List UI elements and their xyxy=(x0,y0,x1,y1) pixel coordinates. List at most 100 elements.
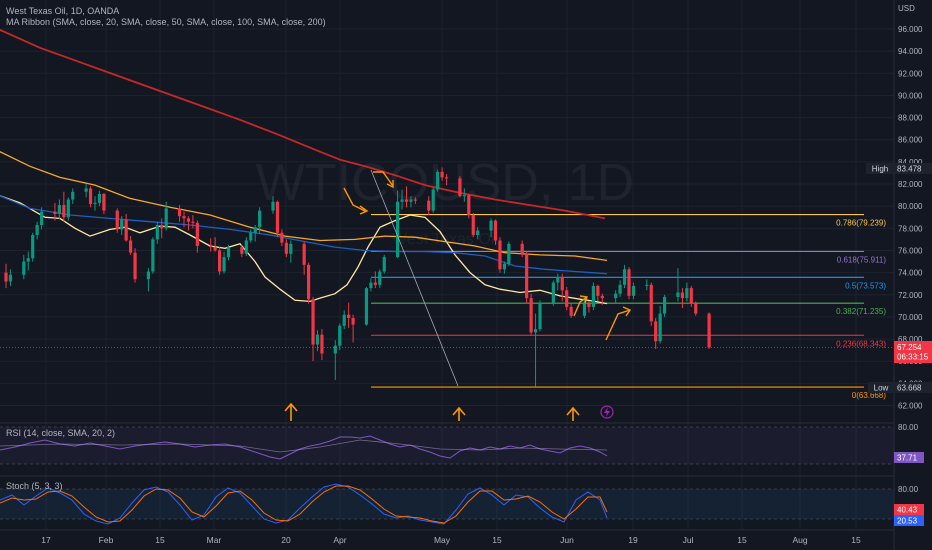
candle xyxy=(244,237,248,257)
fib-level-label: 0.618(75.911) xyxy=(837,255,887,264)
ma-line-200 xyxy=(0,28,606,220)
candle xyxy=(631,282,636,300)
candle xyxy=(627,267,631,300)
candle-body xyxy=(249,232,253,241)
candle xyxy=(271,196,275,214)
trend-line xyxy=(370,169,459,387)
candle-body xyxy=(22,261,26,275)
candle xyxy=(525,251,529,304)
price-tick-label: 96.000 xyxy=(898,25,923,34)
candle xyxy=(71,188,75,204)
candle-body xyxy=(218,250,222,272)
price-tick-label: 74.000 xyxy=(898,269,923,278)
candle-body xyxy=(71,191,75,200)
candle-body xyxy=(258,210,262,228)
candle-body xyxy=(525,253,529,299)
arrow-drawing-projection xyxy=(605,309,631,341)
candle xyxy=(614,290,618,304)
stoch-legend[interactable]: Stoch (5, 3, 3) xyxy=(6,481,63,491)
price-tick-label: 84.000 xyxy=(898,158,923,167)
ribbon-legend[interactable]: MA Ribbon (SMA, close, 20, SMA, close, 5… xyxy=(6,17,326,27)
candle-body xyxy=(600,295,604,299)
candle-body xyxy=(502,263,506,270)
candle-body xyxy=(538,302,542,330)
candle-body xyxy=(240,247,244,254)
high-value-box xyxy=(894,163,932,174)
candle-body xyxy=(427,200,431,211)
candle xyxy=(226,244,231,261)
candle-body xyxy=(155,225,159,240)
candle-body xyxy=(618,284,622,294)
rsi-band xyxy=(0,427,894,464)
time-tick-label: 15 xyxy=(851,535,861,545)
symbol-legend[interactable]: West Texas Oil, 1D, OANDA xyxy=(6,6,120,16)
candle-body xyxy=(676,292,680,297)
price-tick-label: 80.000 xyxy=(898,202,923,211)
candle-body xyxy=(347,314,351,319)
candle xyxy=(338,323,342,351)
candle-body xyxy=(284,242,288,254)
candle-body xyxy=(186,218,191,222)
candle xyxy=(31,232,35,262)
candle xyxy=(66,197,70,221)
candle-body xyxy=(663,296,667,314)
candle-body xyxy=(431,189,435,211)
candle-body xyxy=(53,211,57,214)
candle-body xyxy=(35,225,39,235)
price-tick-label: 90.000 xyxy=(898,91,923,100)
arrow-head xyxy=(579,295,588,304)
price-tick-label: 72.000 xyxy=(898,291,923,300)
candle xyxy=(676,268,680,302)
candle xyxy=(240,244,244,258)
time-tick-label: 17 xyxy=(41,535,51,545)
rsi-pane xyxy=(0,426,894,465)
candle xyxy=(694,301,698,316)
candle-body xyxy=(177,208,182,217)
candle xyxy=(35,221,39,240)
candle xyxy=(213,237,217,252)
price-axis[interactable]: USD 96.000 94.000 92.000 90.000 88.000 86.000… xyxy=(893,0,932,550)
lightning-icon xyxy=(600,405,614,419)
time-tick-label: 15 xyxy=(155,535,165,545)
time-tick-label: 20 xyxy=(281,535,291,545)
candle xyxy=(551,280,555,306)
candle-body xyxy=(97,193,102,203)
candle-body xyxy=(551,282,555,303)
fib-retracement[interactable]: 0.786(79.239) 0.618(75.911) 0.5(73.573) 0.3… xyxy=(371,214,887,400)
candle-body xyxy=(689,288,693,304)
candle-body xyxy=(289,243,293,254)
candle-body xyxy=(694,303,698,314)
time-tick-label: May xyxy=(434,535,451,545)
rsi-legend[interactable]: RSI (14, close, SMA, 20, 2) xyxy=(6,428,116,438)
time-tick-label: Aug xyxy=(792,535,807,545)
candle xyxy=(654,318,658,350)
time-axis[interactable]: 17 Feb 15 Mar 20 Apr May 15 Jun 19 Jul 15 Aug 15 xyxy=(41,535,861,545)
candle-body xyxy=(84,188,88,192)
candle-body xyxy=(444,177,449,179)
candle xyxy=(289,240,293,263)
candle xyxy=(409,196,413,208)
candle xyxy=(133,248,137,283)
candle xyxy=(596,284,600,302)
candle xyxy=(689,285,693,307)
candle-body xyxy=(244,240,248,254)
candle xyxy=(102,192,106,214)
candle xyxy=(587,301,591,313)
ma-line-50 xyxy=(0,151,608,262)
chart-drawings[interactable] xyxy=(284,169,632,421)
up-arrow-icon xyxy=(452,406,466,421)
candle-body xyxy=(315,334,320,345)
candle xyxy=(369,278,373,292)
candle xyxy=(129,236,133,255)
candle-body xyxy=(560,277,564,291)
candle xyxy=(373,271,377,289)
candle xyxy=(462,188,466,202)
rsi-ma-line xyxy=(0,439,608,453)
arrow-drawing-down xyxy=(343,187,366,212)
candle-body xyxy=(507,243,511,264)
candle xyxy=(645,279,649,291)
candle xyxy=(164,201,168,231)
candle-body xyxy=(471,215,475,235)
